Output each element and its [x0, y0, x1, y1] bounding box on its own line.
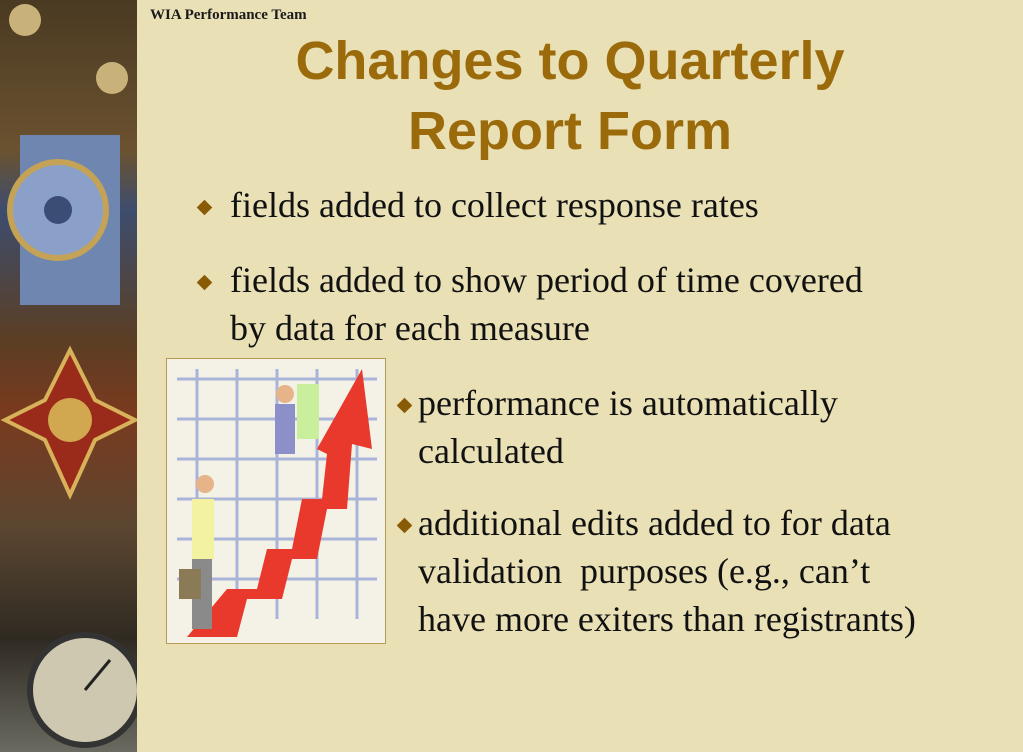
clipart-art [177, 369, 377, 637]
bullet-text: additional edits added to for data valid… [418, 503, 916, 639]
clipart [166, 358, 386, 644]
team-label: WIA Performance Team [150, 7, 307, 23]
bullet-marker [196, 199, 213, 216]
decorative-strip [0, 0, 137, 752]
bullet-text: fields added to show period of time cove… [230, 260, 872, 348]
bullet-marker [396, 517, 413, 534]
bullet-text: fields added to collect response rates [230, 185, 759, 225]
strip-art [0, 4, 137, 748]
bullet-marker [396, 397, 413, 414]
bullet-marker [196, 274, 213, 291]
bullet-text: performance is automatically calculated [418, 383, 847, 471]
slide-title: Changes to Quarterly Report Form [295, 31, 845, 161]
